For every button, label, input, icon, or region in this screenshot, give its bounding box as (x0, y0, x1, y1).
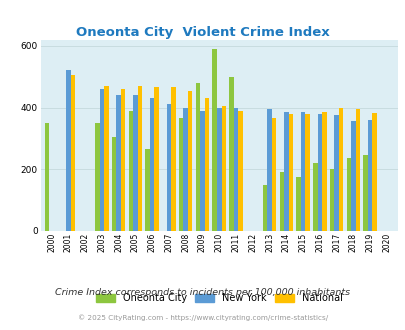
Bar (238, 111, 242, 231)
Bar (188, 90, 192, 231)
Bar (362, 155, 367, 231)
Legend: Oneonta City, New York, National: Oneonta City, New York, National (96, 293, 342, 303)
Bar (171, 87, 175, 231)
Bar (229, 77, 233, 231)
Bar (154, 87, 158, 231)
Bar (300, 112, 305, 231)
Bar (284, 112, 288, 231)
Bar (149, 98, 154, 231)
Bar (204, 98, 209, 231)
Bar (221, 106, 226, 231)
Text: Oneonta City  Violent Crime Index: Oneonta City Violent Crime Index (76, 26, 329, 39)
Bar (145, 149, 149, 231)
Bar (195, 83, 200, 231)
Bar (128, 111, 133, 231)
Bar (312, 163, 317, 231)
Bar (266, 109, 271, 231)
Bar (99, 89, 104, 231)
Bar (66, 71, 70, 231)
Bar (346, 158, 350, 231)
Bar (45, 123, 49, 231)
Bar (179, 118, 183, 231)
Bar (216, 108, 221, 231)
Bar (338, 108, 343, 231)
Bar (137, 86, 142, 231)
Bar (70, 75, 75, 231)
Bar (321, 112, 326, 231)
Bar (121, 89, 125, 231)
Bar (296, 177, 300, 231)
Bar (116, 95, 121, 231)
Bar (262, 185, 266, 231)
Text: Crime Index corresponds to incidents per 100,000 inhabitants: Crime Index corresponds to incidents per… (55, 287, 350, 297)
Bar (133, 95, 137, 231)
Bar (288, 114, 292, 231)
Bar (371, 113, 376, 231)
Bar (166, 104, 171, 231)
Bar (367, 120, 371, 231)
Bar (317, 114, 321, 231)
Bar (104, 86, 109, 231)
Bar (233, 108, 238, 231)
Bar (212, 49, 216, 231)
Bar (279, 172, 283, 231)
Bar (111, 137, 116, 231)
Text: © 2025 CityRating.com - https://www.cityrating.com/crime-statistics/: © 2025 CityRating.com - https://www.city… (78, 314, 327, 321)
Bar (355, 109, 359, 231)
Bar (329, 169, 334, 231)
Bar (95, 123, 99, 231)
Bar (271, 118, 276, 231)
Bar (334, 115, 338, 231)
Bar (183, 108, 188, 231)
Bar (200, 111, 204, 231)
Bar (350, 121, 355, 231)
Bar (305, 114, 309, 231)
